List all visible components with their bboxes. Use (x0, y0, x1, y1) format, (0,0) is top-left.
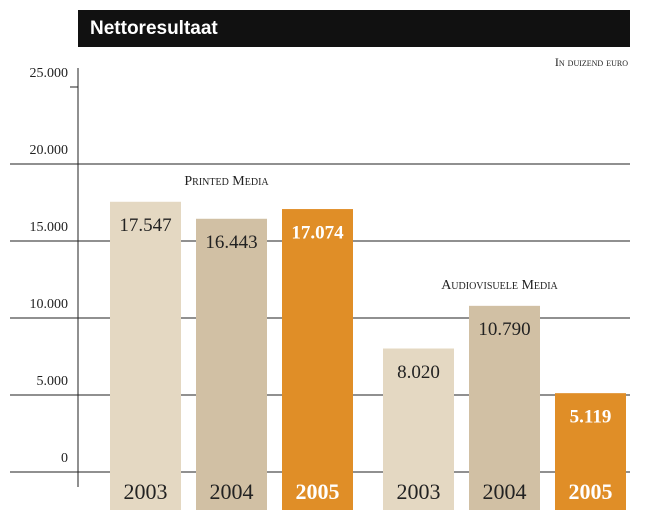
value-label: 8.020 (397, 362, 440, 383)
value-label: 17.074 (291, 222, 344, 243)
bar (383, 348, 454, 510)
y-tick-label: 20.000 (30, 143, 69, 158)
bar (196, 218, 267, 510)
y-tick-label: 25.000 (30, 66, 69, 81)
value-label: 5.119 (570, 407, 612, 428)
group-label: Printed Media (184, 174, 269, 189)
x-tick-label: 2004 (483, 479, 527, 504)
y-tick-label: 15.000 (30, 220, 69, 235)
title-bar (78, 10, 630, 47)
bar (555, 393, 626, 510)
x-tick-label: 2004 (210, 479, 254, 504)
bar (282, 209, 353, 510)
x-tick-label: 2005 (296, 479, 340, 504)
group-label: Audiovisuele Media (441, 278, 558, 293)
x-tick-label: 2003 (124, 479, 168, 504)
bar (469, 305, 540, 510)
y-tick-label: 0 (61, 451, 68, 466)
y-tick-label: 5.000 (37, 374, 69, 389)
unit-label: In duizend euro (555, 55, 628, 69)
y-tick-label: 10.000 (30, 297, 69, 312)
bar (110, 201, 181, 511)
x-tick-label: 2003 (397, 479, 441, 504)
value-label: 16.443 (205, 232, 257, 253)
chart-title: Nettoresultaat (90, 18, 218, 39)
value-label: 10.790 (478, 319, 530, 340)
value-label: 17.547 (119, 215, 171, 236)
x-tick-label: 2005 (569, 479, 613, 504)
